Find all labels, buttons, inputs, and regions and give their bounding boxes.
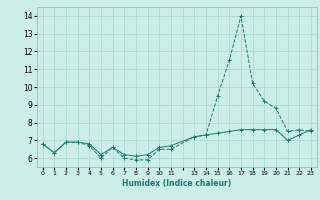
- X-axis label: Humidex (Indice chaleur): Humidex (Indice chaleur): [122, 179, 231, 188]
